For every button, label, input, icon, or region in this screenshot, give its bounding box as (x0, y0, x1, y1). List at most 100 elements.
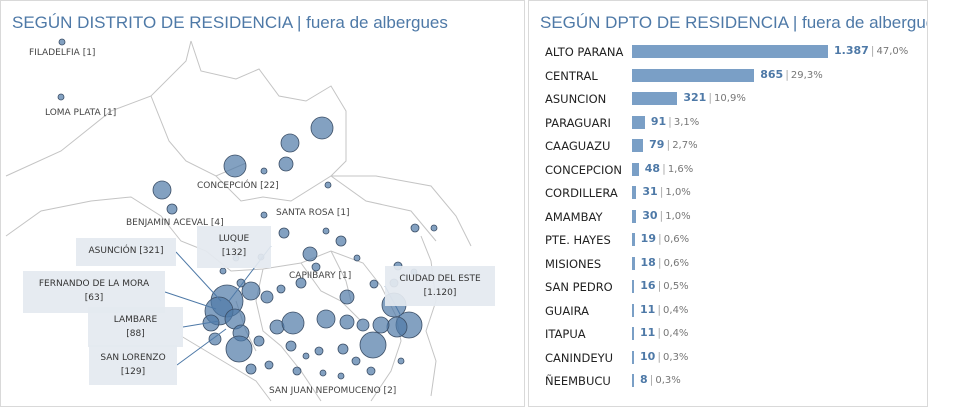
district-bubble[interactable] (152, 180, 172, 200)
bar[interactable] (632, 280, 635, 293)
map-title: SEGÚN DISTRITO DE RESIDENCIA | fuera de … (12, 13, 448, 32)
bar-row[interactable]: ÑEEMBUCU 8 | 0,3% (529, 370, 927, 394)
bar[interactable] (632, 256, 635, 270)
district-bubble[interactable] (310, 116, 334, 140)
bar-row[interactable]: AMAMBAY 30 | 1,0% (529, 206, 927, 230)
bar-category-label: GUAIRA (545, 303, 589, 318)
bar-value-label: 31 (642, 185, 658, 198)
bar[interactable] (632, 186, 637, 199)
district-bubble[interactable] (295, 277, 307, 289)
district-bubble[interactable] (359, 331, 387, 359)
callout-fernando-de-la-mora: FERNANDO DE LA MORA [63] (23, 271, 165, 313)
district-bubble[interactable] (356, 318, 370, 332)
bar[interactable] (632, 374, 634, 387)
district-bubble[interactable] (202, 314, 220, 332)
district-bubble[interactable] (311, 262, 321, 272)
district-bubble[interactable] (236, 278, 246, 288)
district-bubble[interactable] (386, 316, 408, 338)
bar-row[interactable]: GUAIRA 11 | 0,4% (529, 300, 927, 324)
district-bubble[interactable] (302, 352, 310, 360)
bar-category-label: CONCEPCION (545, 162, 622, 177)
bar[interactable] (632, 162, 639, 176)
bar-row[interactable]: PTE. HAYES 19 | 0,6% (529, 229, 927, 253)
district-bubble[interactable] (253, 335, 265, 347)
district-bubble[interactable] (264, 360, 274, 370)
bar-data-label: 79 | 2,7% (649, 138, 697, 151)
department-boundary-line (420, 235, 437, 397)
district-bubble[interactable] (58, 38, 66, 46)
bar[interactable] (632, 303, 634, 317)
bar[interactable] (632, 115, 645, 129)
bar[interactable] (632, 233, 635, 246)
bar-row[interactable]: CONCEPCION 48 | 1,6% (529, 159, 927, 183)
bar-row[interactable]: SAN PEDRO 16 | 0,5% (529, 276, 927, 300)
district-bubble[interactable] (292, 366, 302, 376)
district-bubble[interactable] (241, 281, 261, 301)
bar-percent-label: 1,0% (665, 210, 691, 222)
district-bubble[interactable] (278, 156, 294, 172)
district-bubble[interactable] (353, 254, 361, 262)
bar[interactable] (632, 350, 634, 364)
callout-fernando-de-la-mora-value: [63] (84, 293, 104, 303)
bar[interactable] (632, 139, 644, 152)
district-bubble[interactable] (260, 290, 274, 304)
bar-category-label: ITAPUA (545, 327, 586, 341)
district-bubble[interactable] (324, 181, 332, 189)
district-bubble[interactable] (219, 267, 227, 275)
district-bubble[interactable] (337, 372, 345, 380)
bar-row[interactable]: ASUNCION 321 | 10,9% (529, 88, 927, 112)
bar-data-label: 10 | 0,3% (640, 350, 688, 363)
district-bubble[interactable] (397, 357, 405, 365)
department-boundary-line (180, 335, 272, 402)
district-bubble[interactable] (280, 133, 300, 153)
bar-row[interactable]: ALTO PARANA 1.387 | 47,0% (529, 41, 927, 65)
district-bubble[interactable] (57, 93, 65, 101)
district-bubble[interactable] (339, 289, 355, 305)
district-bubble[interactable] (339, 314, 355, 330)
bar-data-label: 48 | 1,6% (645, 162, 693, 175)
bar-row[interactable]: PARAGUARI 91 | 3,1% (529, 112, 927, 136)
district-bubble[interactable] (260, 211, 268, 219)
district-bubble[interactable] (166, 203, 178, 215)
district-bubble[interactable] (430, 224, 438, 232)
district-bubble[interactable] (337, 343, 349, 355)
district-bubble[interactable] (260, 167, 268, 175)
bar-row[interactable]: MISIONES 18 | 0,6% (529, 253, 927, 277)
district-bubble[interactable] (314, 346, 324, 356)
bar-row[interactable]: ITAPUA 11 | 0,4% (529, 323, 927, 347)
district-bubble[interactable] (276, 284, 286, 294)
district-bubble[interactable] (410, 223, 420, 233)
district-bubble[interactable] (366, 366, 376, 376)
bar-row[interactable]: CORDILLERA 31 | 1,0% (529, 182, 927, 206)
district-bubble[interactable] (281, 311, 305, 335)
bar-percent-label: 0,5% (663, 281, 689, 292)
bar-data-label: 11 | 0,4% (640, 303, 688, 316)
district-bubble[interactable] (278, 227, 290, 239)
district-bubble[interactable] (322, 227, 330, 235)
district-bubble[interactable] (369, 279, 379, 289)
district-bubble[interactable] (223, 154, 247, 178)
callout-leader-line (175, 251, 222, 302)
district-bubble[interactable] (319, 369, 327, 377)
bar[interactable] (632, 68, 755, 82)
district-bubble-map[interactable] (1, 1, 524, 406)
bar-chart-title: SEGÚN DPTO DE RESIDENCIA | fuera de albe… (540, 13, 928, 32)
district-bubble[interactable] (335, 235, 347, 247)
department-boundary-line (300, 262, 362, 322)
district-bubble[interactable] (372, 316, 390, 334)
bar[interactable] (632, 209, 637, 223)
district-bubble[interactable] (208, 332, 222, 346)
district-bubble[interactable] (316, 309, 336, 329)
district-bubble[interactable] (351, 356, 361, 366)
bar-row[interactable]: CENTRAL 865 | 29,3% (529, 65, 927, 89)
bar[interactable] (632, 45, 828, 58)
bar-row[interactable]: CAAGUAZU 79 | 2,7% (529, 135, 927, 159)
bar[interactable] (632, 327, 634, 340)
bar-separator: | (708, 91, 713, 104)
district-bubble[interactable] (225, 335, 253, 363)
bar[interactable] (632, 92, 678, 105)
district-bubble[interactable] (245, 363, 257, 375)
bar-row[interactable]: CANINDEYU 10 | 0,3% (529, 347, 927, 371)
district-bubble[interactable] (285, 340, 297, 352)
district-bubble[interactable] (302, 246, 318, 262)
